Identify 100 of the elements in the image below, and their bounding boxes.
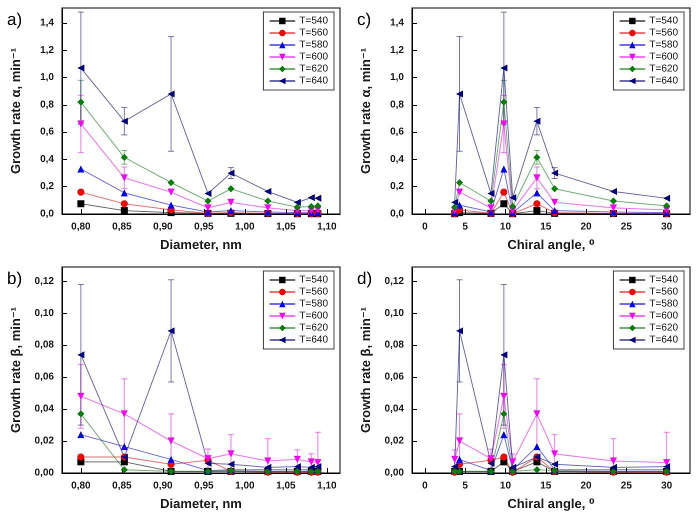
legend-label: T=600 bbox=[299, 52, 328, 62]
point bbox=[500, 392, 508, 400]
point bbox=[77, 410, 84, 417]
legend-label: T=640 bbox=[299, 76, 328, 86]
point bbox=[77, 350, 84, 358]
point bbox=[120, 466, 128, 473]
legend-label: T=640 bbox=[299, 334, 328, 345]
x-tick-label: 1,00 bbox=[235, 480, 256, 491]
point bbox=[551, 185, 558, 192]
point bbox=[663, 458, 670, 466]
point bbox=[509, 202, 516, 210]
y-axis-title: Growth rate α, min⁻¹ bbox=[8, 48, 23, 174]
point bbox=[500, 350, 508, 358]
y-tick-label: 0,4 bbox=[390, 154, 404, 165]
x-tick-label: 20 bbox=[580, 480, 592, 491]
x-tick-label: 1,00 bbox=[235, 222, 256, 232]
legend-label: T=640 bbox=[649, 334, 678, 345]
x-tick-label: 20 bbox=[580, 222, 592, 232]
y-tick-label: 0,12 bbox=[384, 275, 404, 286]
point bbox=[533, 174, 540, 182]
point bbox=[314, 458, 322, 466]
legend-label: T=580 bbox=[299, 40, 328, 50]
y-tick-label: 1,0 bbox=[40, 72, 54, 84]
y-tick-label: 1,4 bbox=[40, 18, 54, 29]
point bbox=[500, 64, 508, 72]
text: c) bbox=[357, 10, 372, 29]
y-tick-label: 0,4 bbox=[40, 154, 54, 165]
point bbox=[456, 437, 464, 444]
x-tick-label: 25 bbox=[620, 222, 632, 232]
y-tick-label: 1,0 bbox=[390, 72, 404, 84]
x-tick-label: 15 bbox=[540, 480, 552, 491]
x-tick-label: 0,80 bbox=[71, 480, 92, 491]
text: a) bbox=[7, 10, 22, 29]
point bbox=[610, 198, 617, 205]
y-tick-label: 0,04 bbox=[34, 403, 54, 414]
y-axis-title: Growth rate β, min⁻¹ bbox=[8, 306, 23, 433]
point bbox=[509, 194, 516, 202]
point bbox=[456, 188, 464, 196]
x-tick-label: 1,10 bbox=[317, 222, 338, 232]
point bbox=[227, 198, 234, 206]
point bbox=[294, 204, 301, 211]
x-tick-label: 1,05 bbox=[276, 222, 296, 232]
point bbox=[168, 90, 175, 98]
point bbox=[77, 453, 84, 460]
point bbox=[204, 198, 212, 205]
point bbox=[308, 194, 315, 202]
point bbox=[451, 198, 458, 206]
point bbox=[533, 207, 540, 214]
legend-label: T=620 bbox=[649, 322, 678, 333]
point bbox=[533, 410, 540, 417]
point bbox=[551, 170, 558, 177]
point bbox=[456, 179, 464, 186]
point bbox=[264, 204, 272, 212]
point bbox=[77, 64, 84, 72]
point bbox=[308, 458, 315, 465]
legend-label: T=620 bbox=[299, 322, 328, 333]
y-tick-label: 0,00 bbox=[34, 467, 54, 478]
point bbox=[500, 98, 508, 106]
y-tick-label: 0,8 bbox=[40, 99, 54, 110]
x-tick-label: 10 bbox=[500, 222, 512, 232]
point bbox=[451, 455, 458, 462]
point bbox=[610, 188, 617, 195]
point bbox=[610, 457, 617, 464]
point bbox=[610, 204, 617, 212]
point bbox=[120, 200, 128, 208]
x-tick-label: 0,85 bbox=[112, 222, 132, 232]
legend-label: T=620 bbox=[649, 64, 678, 74]
legend-label: T=620 bbox=[299, 64, 328, 74]
point bbox=[533, 154, 540, 161]
x-tick-label: 1,10 bbox=[317, 480, 338, 491]
point bbox=[314, 194, 322, 202]
point bbox=[264, 188, 272, 195]
point bbox=[533, 118, 540, 125]
point bbox=[456, 90, 464, 98]
y-tick-label: 0,00 bbox=[384, 467, 404, 478]
x-tick-label: 1,05 bbox=[276, 480, 296, 491]
point bbox=[308, 202, 315, 210]
legend-label: T=540 bbox=[299, 274, 328, 285]
point bbox=[663, 194, 670, 202]
legend-label: T=560 bbox=[649, 28, 678, 38]
y-axis-title: Growth rate α, min⁻¹ bbox=[358, 48, 373, 174]
point bbox=[487, 190, 494, 198]
x-axis-title: Diameter, nm bbox=[160, 496, 242, 510]
text: d) bbox=[357, 268, 372, 288]
point bbox=[294, 198, 301, 206]
y-tick-label: 0,06 bbox=[384, 371, 404, 382]
point bbox=[168, 188, 175, 196]
x-axis-title: Chiral angle, ⁰ bbox=[507, 496, 595, 510]
point bbox=[120, 410, 128, 417]
point bbox=[204, 190, 212, 198]
y-tick-label: 1,2 bbox=[40, 44, 54, 56]
y-tick-label: 0,0 bbox=[390, 208, 404, 220]
legend-label: T=540 bbox=[649, 274, 678, 285]
point bbox=[456, 326, 464, 334]
x-tick-label: 30 bbox=[661, 222, 673, 232]
point bbox=[77, 98, 84, 106]
point bbox=[168, 455, 175, 462]
legend-label: T=540 bbox=[299, 16, 328, 26]
x-tick-label: 0,80 bbox=[71, 222, 92, 232]
y-tick-label: 1,4 bbox=[390, 18, 404, 29]
